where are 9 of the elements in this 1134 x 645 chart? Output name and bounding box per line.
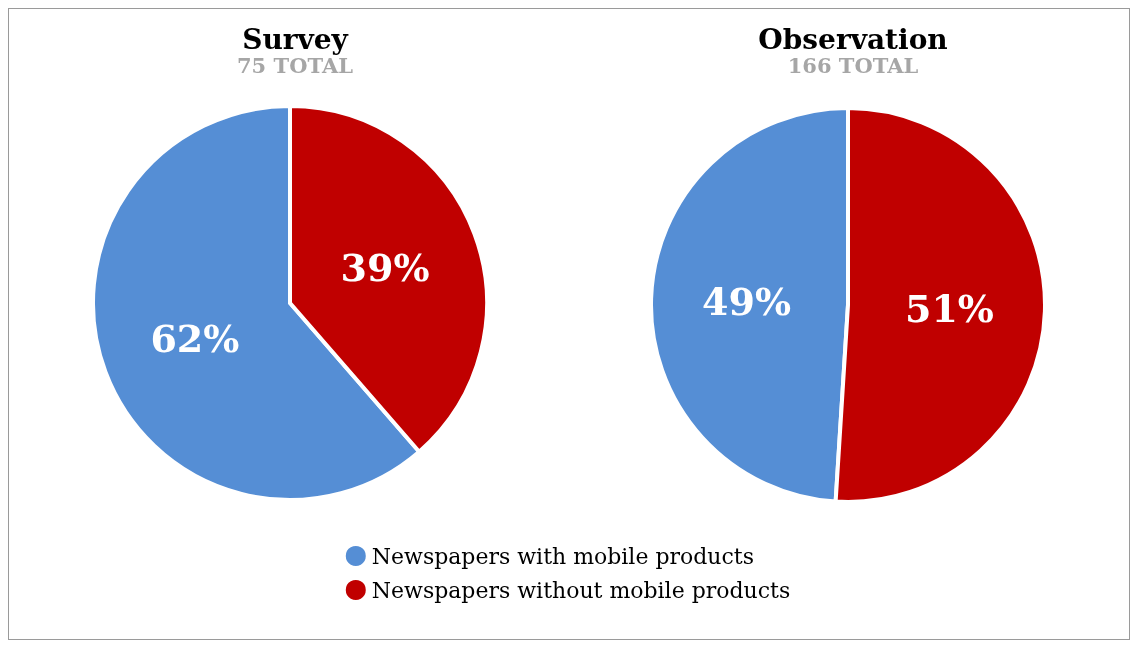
slice-label: Survey bbox=[242, 22, 349, 56]
data-label: 49% bbox=[702, 279, 792, 325]
legend-label: Newspapers with mobile products bbox=[371, 543, 754, 569]
text: 166 TOTAL bbox=[787, 53, 919, 78]
legend-label: Newspapers without mobile products bbox=[371, 577, 791, 603]
data-label: 51% bbox=[904, 285, 994, 331]
data-label: 39% bbox=[340, 244, 430, 290]
data-label: 62% bbox=[150, 316, 240, 362]
slice-label: Observation bbox=[758, 22, 948, 56]
